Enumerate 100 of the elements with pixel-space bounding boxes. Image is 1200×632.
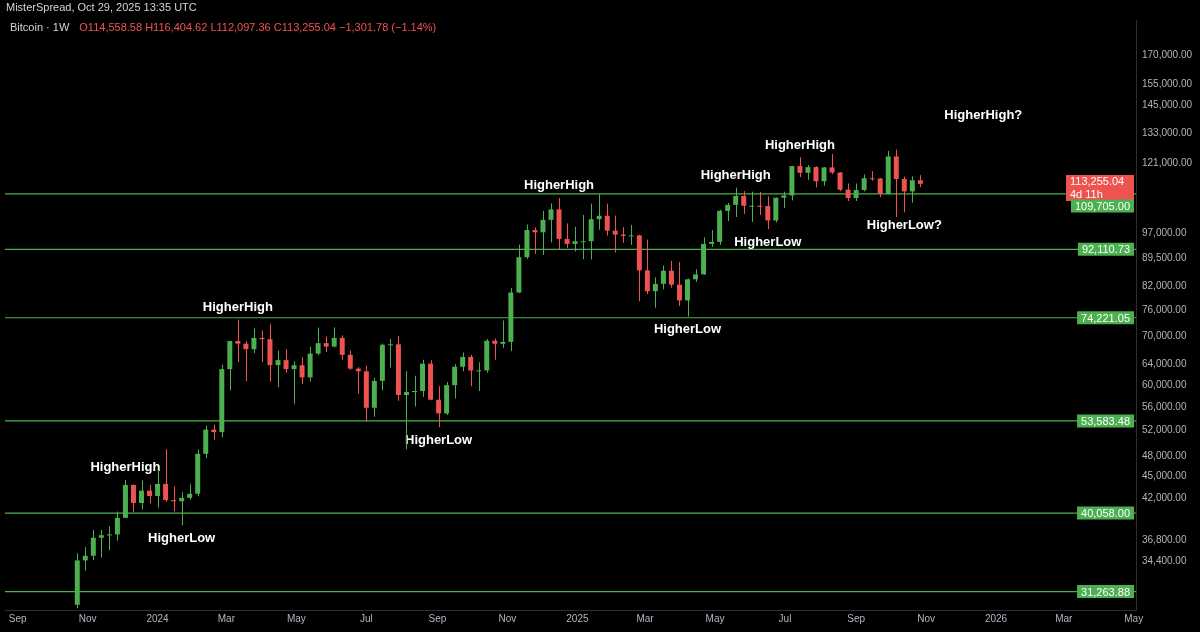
- annotation: HigherHigh: [202, 299, 273, 315]
- x-tick-label: 2024: [146, 612, 170, 624]
- candlestick: [307, 346, 313, 382]
- x-tick-label: Mar: [217, 612, 236, 624]
- text: MisterSpread, Oct 29, 2025 13:35 UTC: [6, 1, 197, 14]
- y-tick-label: 70,000.00: [1142, 330, 1187, 342]
- x-tick-label: Nov: [917, 612, 935, 624]
- candlestick: [468, 354, 474, 387]
- candlestick: [130, 484, 136, 513]
- annotation: HigherLow: [734, 233, 803, 249]
- candlestick: [163, 448, 169, 503]
- candlestick: [106, 525, 112, 551]
- candlestick: [773, 196, 779, 223]
- annotation: HigherHigh: [700, 167, 771, 183]
- ref-line-label: 109,705.00: [1074, 200, 1131, 212]
- annotation: HigherHigh: [524, 177, 595, 193]
- candlestick: [460, 352, 466, 372]
- candlestick: [476, 361, 482, 392]
- y-tick-label: 155,000.00: [1142, 78, 1193, 90]
- annotation: HigherLow: [148, 529, 217, 545]
- candlestick: [869, 170, 875, 182]
- ref-line-label: 92,110.73: [1081, 243, 1131, 256]
- chart-title: Bitcoin · 1W: [10, 21, 70, 34]
- y-tick-label: 145,000.00: [1142, 99, 1193, 111]
- annotation: HigherHigh?: [944, 106, 1023, 122]
- annotation: HigherLow: [653, 321, 722, 337]
- candlestick: [90, 529, 96, 561]
- y-tick-label: 89,500.00: [1142, 252, 1187, 264]
- candlestick: [612, 214, 618, 253]
- candlestick: [339, 334, 345, 361]
- y-tick-label: 52,000.00: [1142, 424, 1187, 436]
- candlestick: [412, 375, 417, 407]
- candlestick: [741, 190, 747, 215]
- y-tick-label: 45,000.00: [1142, 469, 1187, 481]
- candlestick: [628, 224, 634, 246]
- candlestick: [299, 356, 305, 385]
- candlestick: [452, 363, 458, 400]
- x-tick-label: Jul: [778, 612, 792, 624]
- candlestick: [492, 338, 498, 361]
- y-tick-label: 121,000.00: [1142, 156, 1193, 168]
- candlestick: [315, 327, 321, 356]
- annotation: HigherLow?: [866, 216, 942, 232]
- y-tick-label: 76,000.00: [1142, 303, 1187, 315]
- candlestick: [797, 156, 803, 178]
- candlestick: [347, 350, 353, 371]
- candlestick: [668, 260, 674, 289]
- y-tick-label: 60,000.00: [1142, 378, 1187, 390]
- candlestick: [813, 165, 819, 188]
- y-tick-label: 97,000.00: [1142, 226, 1187, 238]
- candlestick: [901, 176, 907, 213]
- candlestick: [660, 265, 666, 290]
- y-tick-label: 82,000.00: [1142, 279, 1187, 291]
- y-tick-label: 64,000.00: [1142, 358, 1187, 370]
- candlestick: [652, 276, 658, 309]
- candlestick: [757, 191, 763, 216]
- x-tick-label: Mar: [636, 612, 655, 624]
- annotation: HigherHigh: [764, 136, 835, 152]
- candlestick: [765, 195, 771, 230]
- x-tick-label: Nov: [498, 612, 517, 624]
- y-tick-label: 133,000.00: [1142, 126, 1193, 138]
- ref-line-label: 31,263.88: [1081, 585, 1130, 598]
- ref-line-label: 40,058.00: [1081, 507, 1130, 520]
- candlestick: [251, 327, 257, 354]
- annotation: HigherLow: [405, 431, 474, 447]
- candlestick: [676, 261, 682, 307]
- candlestick: [644, 239, 650, 295]
- x-tick-label: Nov: [78, 612, 97, 624]
- candlestick: [291, 360, 297, 405]
- x-tick-label: Sep: [8, 612, 27, 624]
- x-tick-label: May: [286, 612, 306, 624]
- x-tick-label: May: [705, 612, 725, 624]
- candlestick: [98, 529, 104, 559]
- y-tick-label: 42,000.00: [1142, 491, 1187, 503]
- y-tick-label: 34,400.00: [1142, 555, 1187, 567]
- y-tick-label: 48,000.00: [1142, 449, 1187, 461]
- x-tick-label: Sep: [847, 612, 866, 624]
- candlestick: [387, 338, 393, 369]
- annotation: 113,255.04: [1070, 174, 1125, 187]
- x-tick-label: May: [1124, 612, 1144, 624]
- ref-line-label: 74,221.05: [1081, 311, 1130, 324]
- candlestick: [604, 203, 610, 237]
- x-tick-label: 2025: [566, 612, 589, 624]
- y-tick-label: 36,800.00: [1142, 533, 1187, 545]
- chart-subtitle: O114,558.58 H116,404.62 L112,097.36 C113,255.04 −1,301.78 (−1.14%): [79, 21, 437, 34]
- candlestick: [139, 480, 144, 511]
- ref-line-label: 53,583.48: [1081, 414, 1130, 427]
- x-tick-label: Mar: [1055, 612, 1074, 624]
- candlestick: [725, 202, 731, 222]
- x-tick-label: 2026: [984, 612, 1008, 624]
- y-tick-label: 56,000.00: [1142, 400, 1187, 412]
- y-tick-label: 170,000.00: [1142, 48, 1193, 60]
- x-tick-label: Sep: [428, 612, 447, 624]
- candlestick: [564, 222, 570, 249]
- x-tick-label: Jul: [359, 612, 373, 624]
- annotation: HigherHigh: [90, 459, 161, 475]
- candlestick: [243, 340, 249, 382]
- candlestick: [436, 385, 442, 428]
- candlestick: [147, 484, 153, 504]
- annotation: 4d 11h: [1070, 187, 1103, 200]
- candlestick: [500, 319, 506, 349]
